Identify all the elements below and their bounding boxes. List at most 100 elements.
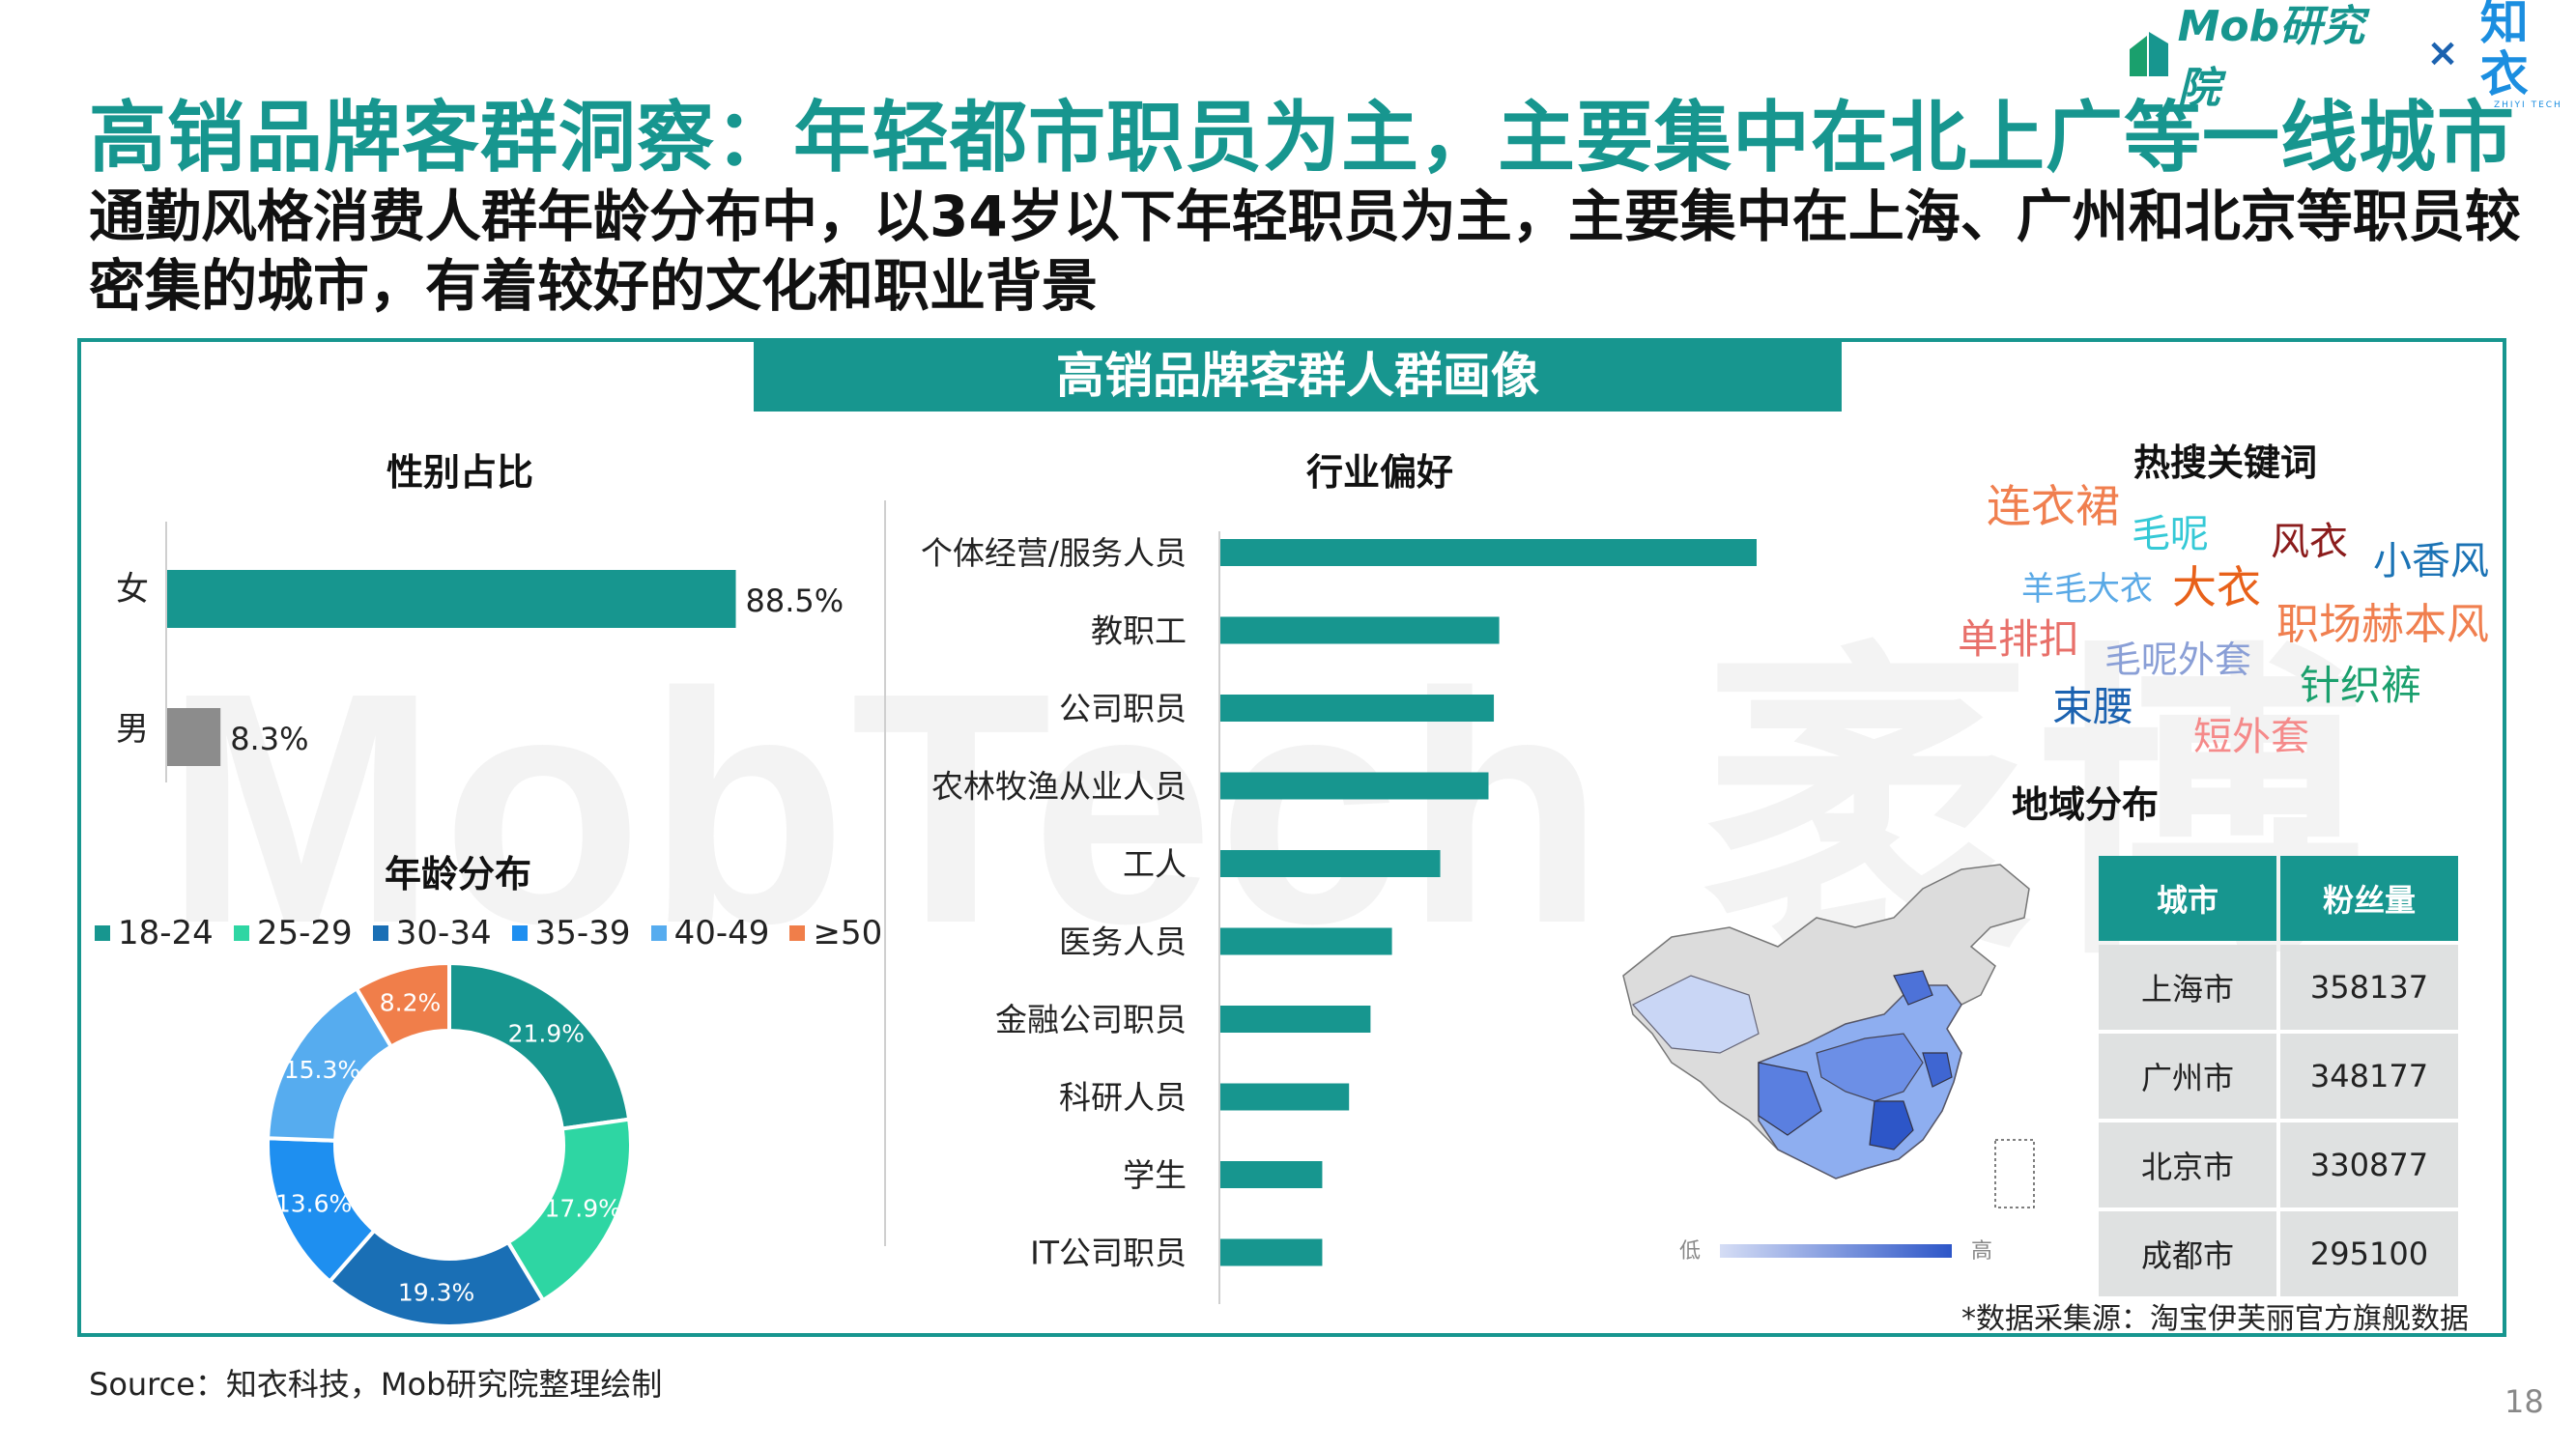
age-legend-item: 25-29 <box>233 914 353 952</box>
table-header-fans: 粉丝量 <box>2280 856 2458 941</box>
brand-separator: × <box>2426 31 2459 75</box>
keyword-item: 针织裤 <box>2300 662 2422 709</box>
age-donut-chart: 21.9% 17.9% 19.3% 13.6% 15.3% 8.2% <box>266 960 633 1328</box>
age-legend-swatch <box>372 925 388 941</box>
map-region-central <box>1816 1033 1924 1102</box>
region-title: 地域分布 <box>2012 783 2160 826</box>
keyword-item: 毛呢外套 <box>2104 639 2252 681</box>
table-row: 成都市 295100 <box>2099 1211 2458 1296</box>
donut-slice-label: 8.2% <box>380 988 442 1016</box>
age-legend-item: 35-39 <box>511 914 631 952</box>
keyword-item: 小香风 <box>2373 539 2489 583</box>
gender-value-male: 8.3% <box>230 721 308 757</box>
table-cell-fans: 330877 <box>2280 1122 2458 1208</box>
industry-bar <box>1220 616 1500 644</box>
age-legend-item: 30-34 <box>372 914 492 952</box>
gender-chart: 女 88.5% 男 8.3% <box>116 522 844 782</box>
industry-category-label: 教职工 <box>1091 612 1187 650</box>
age-legend-swatch <box>233 925 249 941</box>
panel-title: 高销品牌客群人群画像 <box>754 340 1842 412</box>
table-row: 上海市 358137 <box>2099 945 2458 1030</box>
age-legend: 18-24 25-29 30-34 35-39 40-49 ≥50 <box>95 914 898 952</box>
brand-mob: Mob研究院 <box>2177 2 2365 113</box>
gender-bar-female <box>167 570 736 628</box>
gender-bar-male <box>167 708 221 766</box>
industry-category-label: 公司职员 <box>1059 690 1187 727</box>
donut-slice <box>447 960 632 1131</box>
keyword-item: 毛呢 <box>2132 512 2209 556</box>
donut-slice-label: 15.3% <box>284 1056 360 1084</box>
china-map: 低 高 <box>1622 864 2035 1264</box>
donut-slice-label: 13.6% <box>275 1190 352 1218</box>
brand-zhiyi: 知衣 ZHIYI TECH <box>2480 0 2576 110</box>
industry-category-label: 农林牧渔从业人员 <box>931 768 1187 806</box>
data-footnote: *数据采集源：淘宝伊芙丽官方旗舰数据 <box>1961 1302 2469 1336</box>
map-legend-high: 高 <box>1971 1239 1992 1264</box>
page-number: 18 <box>2504 1383 2544 1420</box>
mob-logo-icon <box>2130 32 2168 76</box>
age-legend-label: 35-39 <box>534 914 631 952</box>
keyword-item: 职场赫本风 <box>2276 600 2489 649</box>
keyword-item: 连衣裙 <box>1987 480 2120 532</box>
keyword-cloud: 连衣裙 毛呢 风衣 小香风羊毛大衣 大衣 职场赫本风 单排扣 毛呢外套针织裤 束腰短外套 <box>1952 464 2512 773</box>
table-row: 北京市 330877 <box>2099 1122 2458 1208</box>
table-cell-city: 北京市 <box>2099 1122 2276 1208</box>
donut-slice-label: 21.9% <box>508 1019 585 1047</box>
age-legend-item: ≥50 <box>789 914 882 952</box>
age-legend-swatch <box>650 925 667 941</box>
map-region-sichuan <box>1758 1062 1822 1136</box>
table-cell-city: 上海市 <box>2099 945 2276 1030</box>
industry-category-label: 金融公司职员 <box>995 1001 1187 1038</box>
age-title: 年龄分布 <box>385 853 532 895</box>
industry-category-label: 工人 <box>1123 845 1187 883</box>
industry-bar <box>1220 772 1489 800</box>
donut-slice-label: 17.9% <box>544 1195 620 1223</box>
map-inset <box>1994 1139 2035 1208</box>
page-title: 高销品牌客群洞察：年轻都市职员为主，主要集中在北上广等一线城市 <box>89 93 2515 183</box>
map-region-shanghai <box>1922 1052 1953 1088</box>
brand-zhiyi-text: 知衣 <box>2479 0 2529 102</box>
keyword-item: 大衣 <box>2172 561 2261 613</box>
page-subtitle: 通勤风格消费人群年龄分布中，以34岁以下年轻职员为主，主要集中在上海、广州和北京… <box>89 184 2521 319</box>
industry-bar <box>1220 1238 1323 1266</box>
age-legend-label: 25-29 <box>256 914 353 952</box>
table-cell-fans: 295100 <box>2280 1211 2458 1296</box>
industry-category-label: 科研人员 <box>1059 1079 1187 1117</box>
industry-bar <box>1220 927 1392 955</box>
gender-title: 性别占比 <box>386 451 534 494</box>
industry-title: 行业偏好 <box>1306 451 1454 494</box>
age-legend-label: 30-34 <box>395 914 492 952</box>
table-header-row: 城市 粉丝量 <box>2099 856 2458 941</box>
industry-chart: 个体经营/服务人员教职工公司职员农林牧渔从业人员工人医务人员金融公司职员科研人员… <box>884 500 1757 1304</box>
table-cell-fans: 358137 <box>2280 945 2458 1030</box>
industry-bar <box>1220 1083 1350 1111</box>
gender-label-male: 男 <box>116 710 149 749</box>
age-legend-item: 18-24 <box>95 914 214 952</box>
map-region-beijing <box>1893 970 1933 1006</box>
age-legend-swatch <box>511 925 528 941</box>
industry-bar <box>1220 695 1495 722</box>
source-note: Source：知衣科技，Mob研究院整理绘制 <box>89 1366 663 1403</box>
industry-category-label: IT公司职员 <box>1030 1235 1187 1272</box>
table-row: 广州市 348177 <box>2099 1034 2458 1119</box>
industry-bar <box>1220 539 1757 566</box>
industry-bar <box>1220 1161 1323 1188</box>
industry-category-label: 医务人员 <box>1059 923 1187 961</box>
donut-slice-label: 19.3% <box>398 1278 474 1306</box>
map-legend-low: 低 <box>1679 1239 1701 1264</box>
map-region-west <box>1632 975 1760 1054</box>
keyword-item: 风衣 <box>2271 520 2348 564</box>
keyword-item: 羊毛大衣 <box>2021 570 2153 609</box>
age-legend-label: 18-24 <box>118 914 214 952</box>
keyword-item: 短外套 <box>2193 715 2309 759</box>
gender-label-female: 女 <box>116 570 149 609</box>
keyword-item: 单排扣 <box>1958 615 2080 663</box>
keyword-item: 束腰 <box>2052 683 2134 730</box>
map-legend-bar <box>1720 1244 1952 1258</box>
industry-category-label: 学生 <box>1123 1156 1187 1194</box>
age-legend-swatch <box>95 925 110 941</box>
age-legend-label: 40-49 <box>673 914 770 952</box>
brand-zhiyi-sub: ZHIYI TECH <box>2493 100 2562 110</box>
map-region-guangdong <box>1869 1100 1914 1151</box>
table-cell-city: 成都市 <box>2099 1211 2276 1296</box>
